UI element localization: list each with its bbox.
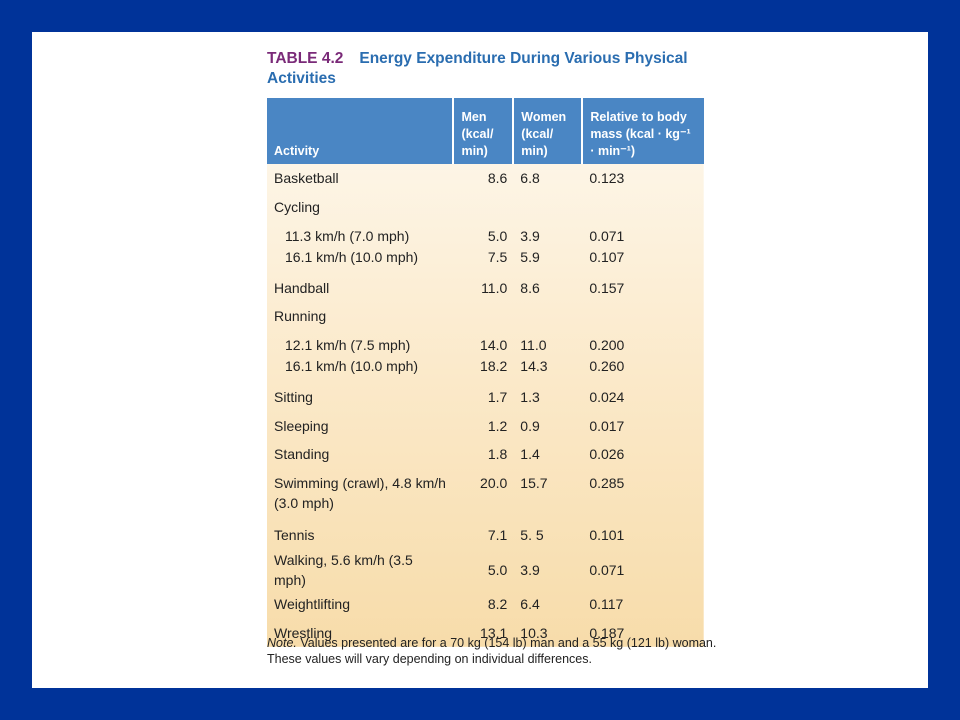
cell-women: 5. 5 [520,527,544,544]
table-row: Basketball 8.6 6.8 0.123 [267,164,704,193]
cell-women: 10.3 [520,624,548,641]
cell-men: 18.2 [480,358,508,375]
cell-relative: 0.071 [589,561,625,578]
table-row: Standing 1.8 1.4 0.026 [267,440,704,469]
cell-women: 1.4 [520,446,540,463]
cell-relative: 0.285 [589,474,625,491]
cell-activity: Weightlifting [274,595,351,612]
table-title: Energy Expenditure During Various Physic… [267,50,688,87]
slide: TABLE 4.2 Energy Expenditure During Vario… [32,32,928,688]
cell-men: 8.6 [487,170,508,187]
cell-women: 3.9 [520,561,540,578]
cell-activity: Sleeping [274,417,329,434]
cell-men: 8.2 [487,595,508,612]
cell-women [513,193,582,222]
cell-activity: Handball [274,279,330,296]
table-row: Sleeping 1.2 0.9 0.017 [267,411,704,440]
table-row: Running [267,302,704,331]
cell-relative: 0.117 [589,595,624,612]
cell-women: 11.0 [520,337,547,354]
cell-activity: Wrestling [274,624,333,641]
cell-men: 7.1 [487,527,508,544]
cell-women: 0.9 [520,417,540,434]
table-note: Note. Values presented are for a 70 kg (… [267,635,727,667]
energy-expenditure-table: Activity Men (kcal/ min) Women (kcal/ mi… [267,98,704,647]
cell-men: 11.0 [481,279,508,296]
cell-relative: 0.157 [589,279,625,296]
cell-women: 1.3 [520,389,540,406]
cell-activity: Swimming (crawl), 4.8 km/h (3.0 mph) [267,469,453,521]
cell-relative: 0.260 [589,358,625,375]
cell-relative: 0.123 [589,170,625,187]
cell-relative: 0.200 [589,337,625,354]
table-caption: TABLE 4.2 Energy Expenditure During Vario… [267,49,727,89]
cell-men [453,193,513,222]
cell-relative [582,302,704,331]
cell-relative: 0.024 [589,389,625,406]
cell-women: 14.3 [520,358,548,375]
table-row: Wrestling 13.1 10.3 0.187 [267,618,704,647]
cell-relative: 0.026 [589,446,625,463]
table-row: Swimming (crawl), 4.8 km/h (3.0 mph) 20.… [267,469,704,521]
header-activity: Activity [267,98,454,164]
cell-women: 15.7 [520,474,548,491]
table-row: 11.3 km/h (7.0 mph) 5.0 3.9 0.071 [267,221,704,246]
cell-activity: Cycling [274,199,320,216]
header-men: Men (kcal/ min) [452,98,514,164]
table-row: 16.1 km/h (10.0 mph) 18.2 14.3 0.260 [267,356,704,383]
cell-relative: 0.071 [589,227,625,244]
cell-relative: 0.017 [589,417,625,434]
note-text: Values presented are for a 70 kg (154 lb… [267,636,717,666]
cell-activity: Walking, 5.6 km/h (3.5 mph) [274,551,413,588]
cell-relative: 0.187 [589,624,625,641]
table-number: TABLE 4.2 [267,50,344,67]
table-row: Tennis 7.1 5. 5 0.101 [267,521,704,550]
header-relative: Relative to body mass (kcal · kg⁻¹ · min… [581,98,704,164]
note-label: Note. [267,636,297,650]
cell-men: 5.0 [487,227,508,244]
cell-activity: Standing [274,446,330,463]
cell-activity: 16.1 km/h (10.0 mph) [285,358,419,375]
cell-men: 7.5 [487,248,508,265]
cell-activity: 12.1 km/h (7.5 mph) [285,337,411,354]
cell-women [513,302,582,331]
table-header-row: Activity Men (kcal/ min) Women (kcal/ mi… [267,98,704,164]
cell-women: 6.8 [520,170,540,187]
cell-men: 14.0 [480,337,508,354]
table-row: Weightlifting 8.2 6.4 0.117 [267,590,704,619]
cell-women: 5.9 [520,248,540,265]
cell-women: 6.4 [520,595,540,612]
cell-men: 5.0 [487,561,508,578]
swimming-label: Swimming (crawl), 4.8 km/h (3.0 mph) [274,474,446,511]
table-row: Sitting 1.7 1.3 0.024 [267,383,704,412]
cell-activity: Sitting [274,389,313,406]
cell-men: 1.2 [487,417,508,434]
cell-activity: Basketball [274,170,339,187]
header-women: Women (kcal/ min) [512,98,583,164]
cell-men: 20.0 [480,474,508,491]
cell-activity: Tennis [274,527,315,544]
cell-men: 1.7 [487,389,508,406]
table-row: 16.1 km/h (10.0 mph) 7.5 5.9 0.107 [267,246,704,273]
table-row: Handball 11.0 8.6 0.157 [267,273,704,302]
cell-men: 1.8 [487,446,508,463]
cell-men [453,302,513,331]
table-row: 12.1 km/h (7.5 mph) 14.0 11.0 0.200 [267,331,704,356]
cell-activity: 16.1 km/h (10.0 mph) [285,248,419,265]
table-row: Cycling [267,193,704,222]
cell-activity: 11.3 km/h (7.0 mph) [285,227,410,244]
cell-relative: 0.107 [589,248,625,265]
cell-men: 13.1 [480,624,508,641]
cell-activity: Running [274,308,327,325]
cell-women: 3.9 [520,227,540,244]
table-row: Walking, 5.6 km/h (3.5 mph) 5.0 3.9 0.07… [267,550,704,590]
cell-women: 8.6 [520,279,540,296]
cell-relative [582,193,704,222]
cell-relative: 0.101 [589,527,625,544]
